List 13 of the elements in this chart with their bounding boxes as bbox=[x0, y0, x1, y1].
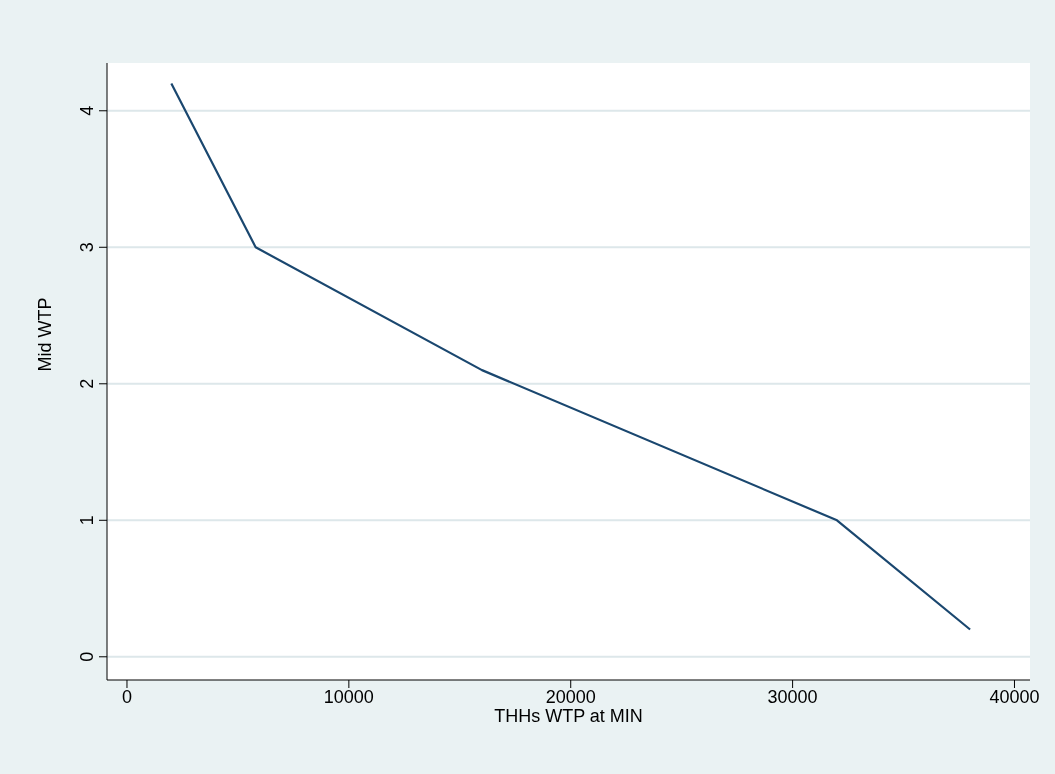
x-axis-title: THHs WTP at MIN bbox=[494, 706, 643, 726]
x-tick-label: 20000 bbox=[545, 686, 596, 707]
y-tick-label: 2 bbox=[77, 378, 97, 389]
y-tick-label: 4 bbox=[77, 105, 97, 116]
y-tick-label: 0 bbox=[77, 651, 97, 662]
y-tick-label: 3 bbox=[77, 242, 97, 253]
x-tick-label: 40000 bbox=[989, 686, 1040, 707]
x-tick-label: 10000 bbox=[323, 686, 374, 707]
line-series bbox=[170, 82, 972, 631]
y-tick-label: 1 bbox=[77, 515, 97, 526]
x-tick-label: 0 bbox=[121, 686, 132, 707]
y-axis-title: Mid WTP bbox=[35, 297, 56, 372]
x-tick-label: 30000 bbox=[767, 686, 818, 707]
